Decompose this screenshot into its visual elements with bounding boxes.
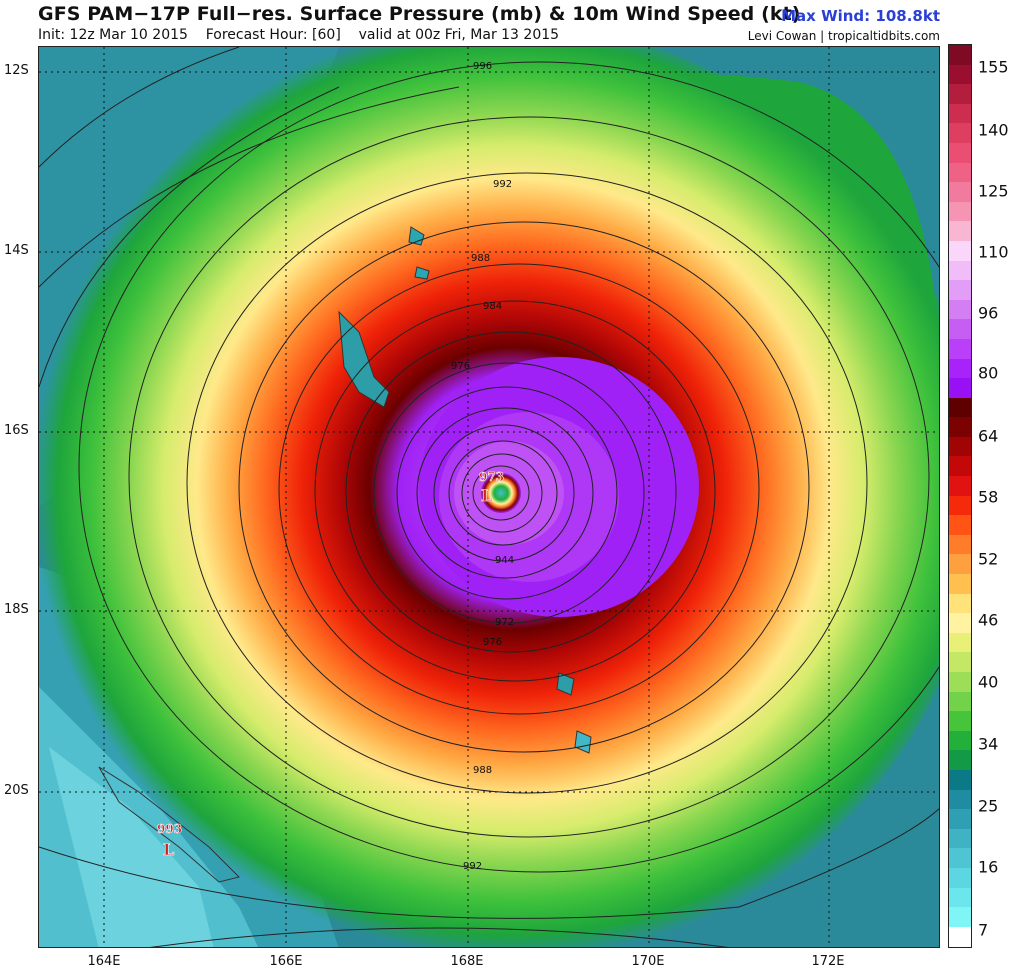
colorbar-bin: [949, 534, 971, 555]
colorbar-bin: [949, 436, 971, 457]
colorbar-bin: [949, 711, 971, 731]
colorbar-bin: [949, 887, 971, 908]
colorbar-bin: [949, 338, 971, 359]
colorbar-tick-label: 7: [978, 920, 989, 940]
colorbar-tick-label: 64: [978, 426, 999, 446]
colorbar-bin: [949, 632, 971, 653]
colorbar-bin: [949, 789, 971, 810]
map-title: GFS PAM−17P Full−res. Surface Pressure (…: [38, 3, 801, 25]
colorbar-tick-label: 16: [978, 857, 999, 877]
colorbar-bin: [949, 299, 971, 320]
colorbar-bin: [949, 926, 971, 947]
colorbar-bin: [949, 652, 971, 672]
isobar-label: 984: [483, 301, 502, 312]
max-wind-label: Max Wind: 108.8kt: [781, 7, 940, 25]
colorbar-bin: [949, 417, 971, 437]
lat-label-20s: 20S: [4, 783, 29, 798]
isobar-label: 992: [463, 861, 482, 872]
map-plot[interactable]: 996 992 988 984 976 944 972 976 988 992 …: [38, 46, 940, 948]
colorbar-tick-label: 25: [978, 796, 999, 816]
lat-label-16s: 16S: [4, 423, 29, 438]
colorbar-bin: [949, 574, 971, 594]
colorbar-bin: [949, 593, 971, 614]
colorbar-bin: [949, 456, 971, 477]
eye: [481, 473, 521, 513]
center-low-marker: L: [481, 486, 492, 505]
colorbar-tick-label: 46: [978, 610, 999, 630]
isobar-label: 972: [495, 617, 514, 628]
island-efate: [556, 672, 575, 696]
colorbar-bin: [949, 84, 971, 104]
isobar-label: 988: [473, 765, 492, 776]
colorbar-bin: [949, 515, 971, 535]
colorbar-tick-label: 58: [978, 487, 999, 507]
colorbar-bin: [949, 730, 971, 751]
colorbar-bin: [949, 260, 971, 281]
isobar-label: 976: [483, 637, 502, 648]
lat-lon-grid: [39, 47, 939, 947]
colorbar-bin: [949, 750, 971, 770]
colorbar-bin: [949, 64, 971, 85]
colorbar-tick-label: 96: [978, 303, 999, 323]
colorbar-bin: [949, 280, 971, 300]
isobars: [39, 47, 939, 947]
isobar-label: 988: [471, 253, 490, 264]
lat-label-18s: 18S: [4, 602, 29, 617]
colorbar-tick-label: 80: [978, 363, 999, 383]
lat-label-14s: 14S: [4, 243, 29, 258]
colorbar-bin: [949, 201, 971, 222]
colorbar-bin: [949, 554, 971, 575]
secondary-low-marker: L: [163, 840, 174, 859]
colorbar-bin: [949, 613, 971, 633]
colorbar-bin: [949, 867, 971, 888]
colorbar-tick-label: 40: [978, 672, 999, 692]
colorbar-bin: [949, 221, 971, 241]
colorbar-tick-label: 110: [978, 242, 1009, 262]
colorbar-tick-label: 155: [978, 57, 1009, 77]
colorbar-bin: [949, 162, 971, 183]
lat-label-12s: 12S: [4, 63, 29, 78]
colorbar-bin: [949, 907, 971, 927]
colorbar-bin: [949, 828, 971, 849]
colorbar-bin: [949, 672, 971, 692]
colorbar-bin: [949, 397, 971, 418]
center-low-value: 973: [479, 470, 504, 484]
isobar-label: 944: [495, 555, 514, 566]
island-espiritu-santo: [338, 310, 390, 408]
colorbar-tick-label: 140: [978, 120, 1009, 140]
colorbar-bin: [949, 240, 971, 261]
colorbar-bin: [949, 495, 971, 516]
isobar-label: 992: [493, 179, 512, 190]
colorbar-bin: [949, 378, 971, 398]
colorbar-bin: [949, 45, 971, 65]
colorbar-bin: [949, 809, 971, 829]
isobar-label: 996: [473, 61, 492, 72]
secondary-low-value: 993: [157, 822, 182, 836]
colorbar-bin: [949, 142, 971, 163]
lon-label-164e: 164E: [87, 954, 121, 969]
lon-label-172e: 172E: [811, 954, 845, 969]
isobar-label: 976: [451, 361, 470, 372]
colorbar-tick-label: 34: [978, 734, 999, 754]
colorbar-tick-label: 125: [978, 181, 1009, 201]
colorbar-tick-label: 52: [978, 549, 999, 569]
colorbar-bin: [949, 103, 971, 124]
island-new-caledonia: [98, 766, 240, 883]
lon-label-166e: 166E: [269, 954, 303, 969]
colorbar-bin: [949, 358, 971, 379]
colorbar-bin: [949, 319, 971, 339]
colorbar-bin: [949, 476, 971, 496]
lon-label-170e: 170E: [631, 954, 665, 969]
credit-label: Levi Cowan | tropicaltidbits.com: [747, 29, 940, 43]
colorbar-bin: [949, 769, 971, 790]
wind-speed-colorbar: [948, 44, 972, 948]
forecast-info: Init: 12z Mar 10 2015 Forecast Hour: [60…: [38, 27, 560, 43]
colorbar-bin: [949, 123, 971, 143]
colorbar-bin: [949, 848, 971, 868]
colorbar-bin: [949, 691, 971, 712]
lon-label-168e: 168E: [450, 954, 484, 969]
colorbar-bin: [949, 182, 971, 202]
